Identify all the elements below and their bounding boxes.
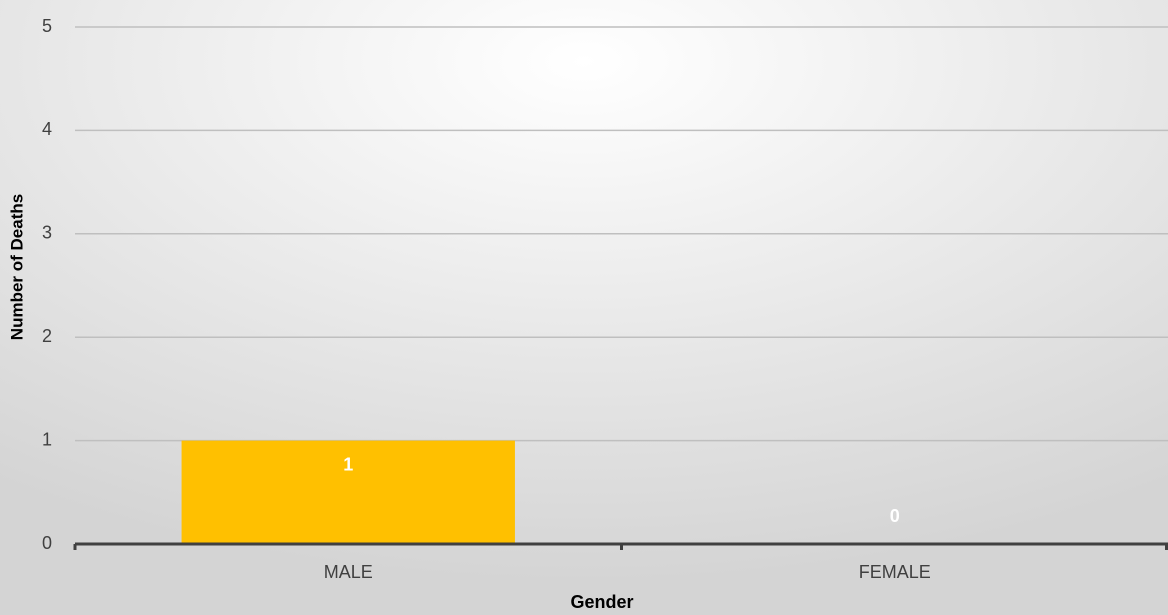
y-tick-label: 5 (42, 16, 52, 36)
y-tick-label: 1 (42, 429, 52, 449)
x-tick-label: FEMALE (859, 562, 931, 582)
data-label: 1 (343, 454, 353, 474)
y-axis-title: Number of Deaths (7, 194, 26, 340)
y-tick-label: 4 (42, 119, 52, 139)
data-label: 0 (890, 506, 900, 526)
x-tick-label: MALE (324, 562, 373, 582)
x-axis-title: Gender (570, 592, 633, 612)
y-tick-label: 0 (42, 533, 52, 553)
bar (181, 440, 515, 544)
y-tick-label: 3 (42, 223, 52, 243)
y-tick-label: 2 (42, 326, 52, 346)
